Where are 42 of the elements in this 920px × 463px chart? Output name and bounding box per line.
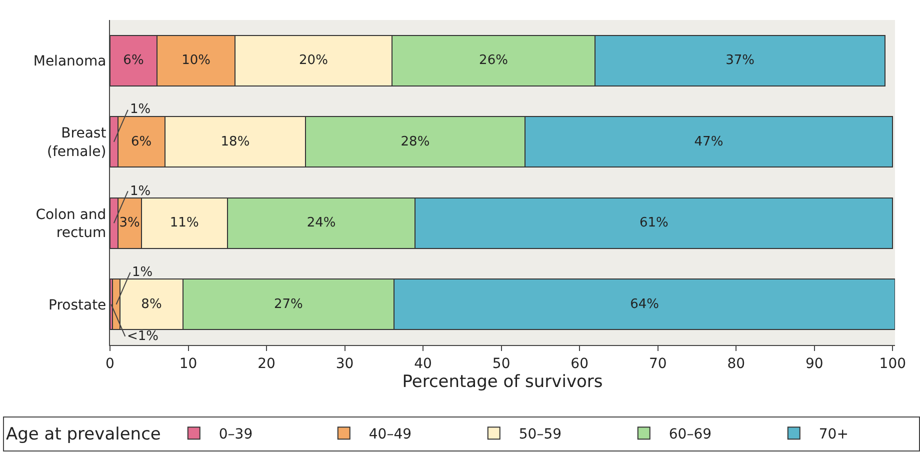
- legend-label: 50–59: [518, 426, 562, 443]
- y-tick-label: Colon and rectum: [36, 206, 106, 242]
- x-tick-label: 50: [492, 356, 510, 372]
- legend-label: 40–49: [368, 426, 412, 443]
- data-label: 27%: [274, 296, 303, 312]
- x-tick-label: 100: [879, 356, 906, 372]
- legend-label: 60–69: [668, 426, 712, 443]
- data-label: 8%: [141, 296, 162, 312]
- data-label: 64%: [630, 296, 660, 312]
- data-label: 6%: [123, 53, 144, 68]
- data-label: 10%: [182, 53, 211, 68]
- y-tick-label: Prostate: [48, 297, 106, 314]
- data-label: 26%: [479, 53, 508, 68]
- data-label: 1%: [130, 102, 151, 117]
- data-label: 11%: [170, 216, 199, 231]
- y-tick-label: Breast (female): [47, 126, 107, 160]
- x-tick-label: 0: [106, 356, 114, 372]
- legend-label: 0–39: [218, 426, 253, 443]
- data-label: 28%: [400, 134, 430, 150]
- data-label: 1%: [130, 184, 151, 199]
- x-tick-label: 10: [179, 356, 198, 372]
- data-label: 37%: [726, 53, 754, 68]
- x-tick-label: 60: [570, 356, 589, 372]
- x-tick-label: 80: [727, 356, 746, 372]
- x-axis-title: Percentage of survivors: [402, 372, 603, 392]
- data-label: <1%: [127, 329, 159, 344]
- x-tick-label: 30: [336, 356, 354, 372]
- legend-title: Age at prevalence: [6, 424, 161, 445]
- x-tick-label: 70: [648, 356, 667, 372]
- x-tick-label: 90: [805, 356, 824, 372]
- data-label: 24%: [306, 216, 336, 231]
- data-label: 61%: [639, 216, 668, 231]
- data-label: 47%: [694, 134, 724, 150]
- legend-label: 70+: [818, 426, 848, 443]
- data-label: 3%: [119, 216, 140, 231]
- data-label: 20%: [299, 53, 328, 68]
- x-tick-label: 20: [258, 356, 276, 372]
- data-label: 18%: [220, 134, 250, 150]
- data-label: 6%: [130, 134, 152, 150]
- data-label: 1%: [132, 265, 153, 280]
- y-tick-label: Melanoma: [33, 54, 106, 70]
- x-tick-label: 40: [414, 356, 432, 372]
